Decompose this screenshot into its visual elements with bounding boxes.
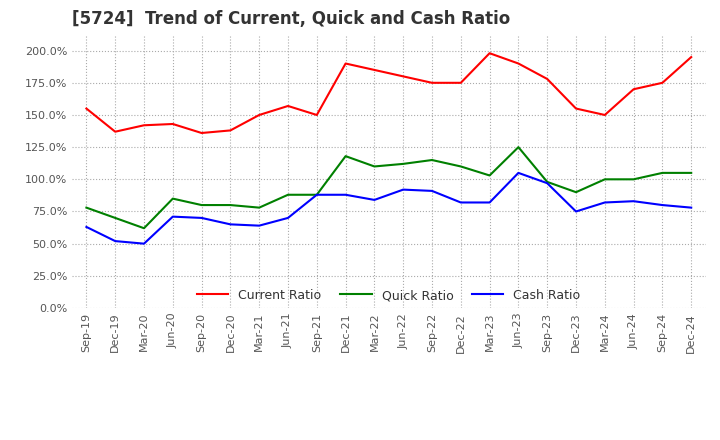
Current Ratio — [312, 112, 321, 117]
Cash Ratio — [514, 170, 523, 176]
Quick Ratio — [687, 170, 696, 176]
Current Ratio — [197, 130, 206, 136]
Current Ratio — [111, 129, 120, 134]
Cash Ratio — [82, 224, 91, 230]
Current Ratio — [543, 76, 552, 81]
Quick Ratio — [255, 205, 264, 210]
Quick Ratio — [629, 177, 638, 182]
Current Ratio — [140, 123, 148, 128]
Current Ratio — [658, 80, 667, 85]
Quick Ratio — [658, 170, 667, 176]
Cash Ratio — [168, 214, 177, 219]
Quick Ratio — [140, 226, 148, 231]
Quick Ratio — [600, 177, 609, 182]
Quick Ratio — [572, 190, 580, 195]
Cash Ratio — [600, 200, 609, 205]
Cash Ratio — [370, 197, 379, 202]
Quick Ratio — [111, 215, 120, 220]
Current Ratio — [428, 80, 436, 85]
Quick Ratio — [428, 158, 436, 163]
Cash Ratio — [312, 192, 321, 198]
Current Ratio — [370, 67, 379, 73]
Quick Ratio — [312, 192, 321, 198]
Quick Ratio — [485, 173, 494, 178]
Legend: Current Ratio, Quick Ratio, Cash Ratio: Current Ratio, Quick Ratio, Cash Ratio — [192, 284, 585, 307]
Line: Current Ratio: Current Ratio — [86, 53, 691, 133]
Cash Ratio — [543, 180, 552, 186]
Cash Ratio — [111, 238, 120, 244]
Current Ratio — [341, 61, 350, 66]
Current Ratio — [284, 103, 292, 109]
Current Ratio — [456, 80, 465, 85]
Current Ratio — [485, 51, 494, 56]
Quick Ratio — [341, 154, 350, 159]
Cash Ratio — [341, 192, 350, 198]
Text: [5724]  Trend of Current, Quick and Cash Ratio: [5724] Trend of Current, Quick and Cash … — [72, 10, 510, 28]
Quick Ratio — [197, 202, 206, 208]
Cash Ratio — [629, 198, 638, 204]
Cash Ratio — [687, 205, 696, 210]
Cash Ratio — [197, 215, 206, 220]
Current Ratio — [514, 61, 523, 66]
Current Ratio — [600, 112, 609, 117]
Current Ratio — [572, 106, 580, 111]
Current Ratio — [255, 112, 264, 117]
Quick Ratio — [543, 179, 552, 184]
Cash Ratio — [284, 215, 292, 220]
Cash Ratio — [485, 200, 494, 205]
Current Ratio — [226, 128, 235, 133]
Current Ratio — [687, 55, 696, 60]
Quick Ratio — [370, 164, 379, 169]
Current Ratio — [629, 87, 638, 92]
Line: Cash Ratio: Cash Ratio — [86, 173, 691, 244]
Cash Ratio — [140, 241, 148, 246]
Quick Ratio — [399, 161, 408, 166]
Quick Ratio — [514, 144, 523, 150]
Quick Ratio — [226, 202, 235, 208]
Cash Ratio — [428, 188, 436, 194]
Current Ratio — [82, 106, 91, 111]
Cash Ratio — [255, 223, 264, 228]
Cash Ratio — [456, 200, 465, 205]
Line: Quick Ratio: Quick Ratio — [86, 147, 691, 228]
Cash Ratio — [226, 222, 235, 227]
Quick Ratio — [168, 196, 177, 201]
Quick Ratio — [456, 164, 465, 169]
Current Ratio — [168, 121, 177, 127]
Cash Ratio — [399, 187, 408, 192]
Quick Ratio — [284, 192, 292, 198]
Cash Ratio — [658, 202, 667, 208]
Quick Ratio — [82, 205, 91, 210]
Current Ratio — [399, 74, 408, 79]
Cash Ratio — [572, 209, 580, 214]
